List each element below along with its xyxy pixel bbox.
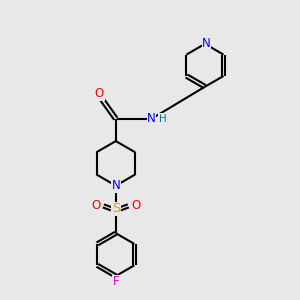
Text: N: N	[147, 112, 156, 125]
Text: N: N	[111, 179, 120, 192]
Text: N: N	[202, 38, 211, 50]
Text: S: S	[112, 202, 120, 215]
Text: O: O	[91, 200, 101, 212]
Text: H: H	[159, 114, 167, 124]
Text: O: O	[95, 87, 104, 100]
Text: O: O	[131, 200, 140, 212]
Text: F: F	[112, 275, 119, 289]
